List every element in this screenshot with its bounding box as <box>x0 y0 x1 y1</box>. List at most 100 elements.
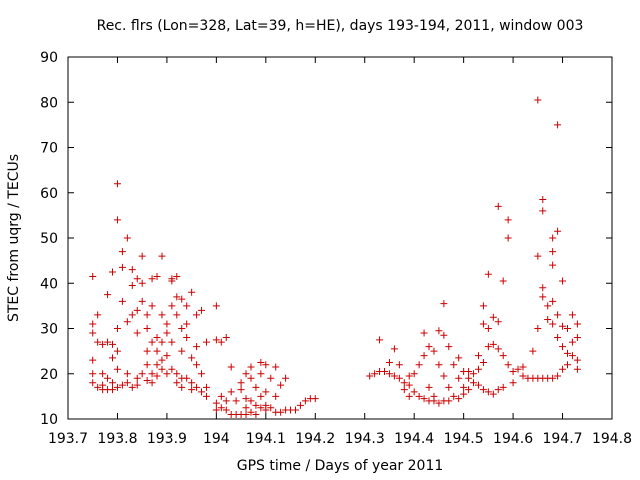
data-point <box>267 374 275 382</box>
data-point <box>168 338 176 346</box>
data-point <box>173 311 181 319</box>
data-point <box>163 352 171 360</box>
data-point <box>291 406 299 414</box>
data-point <box>272 392 280 400</box>
data-point <box>400 379 408 387</box>
data-point <box>133 329 141 337</box>
data-point <box>247 408 255 416</box>
data-point <box>554 311 562 319</box>
data-point <box>573 356 581 364</box>
data-point <box>499 352 507 360</box>
data-point <box>89 379 97 387</box>
data-point <box>143 361 151 369</box>
x-tick-label: 193.7 <box>48 431 88 447</box>
data-point <box>509 379 517 387</box>
y-tick-label: 20 <box>40 367 58 383</box>
data-point <box>410 370 418 378</box>
data-point <box>183 320 191 328</box>
data-point <box>153 347 161 355</box>
data-point <box>395 374 403 382</box>
data-point <box>282 374 290 382</box>
data-point <box>178 347 186 355</box>
data-point <box>405 392 413 400</box>
data-point <box>158 252 166 260</box>
data-point <box>440 300 448 308</box>
data-point <box>118 297 126 305</box>
data-point <box>534 96 542 104</box>
data-point <box>479 302 487 310</box>
data-point <box>420 352 428 360</box>
data-point <box>109 268 117 276</box>
data-point <box>489 313 497 321</box>
x-tick-label: 194.8 <box>592 431 632 447</box>
data-point <box>405 381 413 389</box>
data-point <box>143 311 151 319</box>
data-point <box>148 302 156 310</box>
data-point <box>455 395 463 403</box>
data-point <box>554 121 562 129</box>
data-point <box>484 343 492 351</box>
data-point <box>188 379 196 387</box>
x-tick-label: 194.2 <box>295 431 335 447</box>
data-point <box>198 370 206 378</box>
data-point <box>425 343 433 351</box>
data-point <box>168 277 176 285</box>
data-point <box>519 372 527 380</box>
data-point <box>109 340 117 348</box>
data-point <box>128 311 136 319</box>
data-point <box>554 227 562 235</box>
data-point <box>544 302 552 310</box>
x-tick-label: 193.8 <box>97 431 137 447</box>
data-point <box>143 347 151 355</box>
data-point <box>109 379 117 387</box>
data-point <box>104 374 112 382</box>
data-point <box>153 372 161 380</box>
data-point <box>494 318 502 326</box>
data-point <box>514 365 522 373</box>
data-point <box>252 401 260 409</box>
data-point <box>534 252 542 260</box>
data-point <box>193 383 201 391</box>
x-tick-label: 194.6 <box>493 431 533 447</box>
y-tick-label: 70 <box>40 141 58 157</box>
data-point <box>262 406 270 414</box>
x-tick-label: 194.3 <box>345 431 385 447</box>
data-point <box>183 302 191 310</box>
data-point <box>568 311 576 319</box>
data-point <box>474 381 482 389</box>
data-point <box>455 374 463 382</box>
data-point <box>504 234 512 242</box>
data-point <box>479 320 487 328</box>
y-tick-label: 40 <box>40 276 58 292</box>
data-point <box>539 293 547 301</box>
data-point <box>450 392 458 400</box>
data-point <box>128 266 136 274</box>
data-point <box>118 263 126 271</box>
data-point <box>222 406 230 414</box>
data-point <box>193 361 201 369</box>
data-point <box>445 383 453 391</box>
data-point <box>128 282 136 290</box>
data-point <box>118 381 126 389</box>
data-point <box>173 293 181 301</box>
data-point <box>539 284 547 292</box>
data-point <box>89 370 97 378</box>
data-point <box>277 408 285 416</box>
data-point <box>262 361 270 369</box>
data-point <box>474 365 482 373</box>
data-point <box>549 248 557 256</box>
data-point <box>489 340 497 348</box>
data-point <box>573 365 581 373</box>
data-point <box>89 329 97 337</box>
data-point <box>301 397 309 405</box>
x-tick-label: 194 <box>203 431 230 447</box>
data-point <box>554 372 562 380</box>
data-point <box>311 395 319 403</box>
data-point <box>173 379 181 387</box>
data-point <box>445 343 453 351</box>
data-point <box>94 338 102 346</box>
data-point <box>415 392 423 400</box>
data-point <box>193 343 201 351</box>
data-point <box>133 374 141 382</box>
data-point <box>559 343 567 351</box>
